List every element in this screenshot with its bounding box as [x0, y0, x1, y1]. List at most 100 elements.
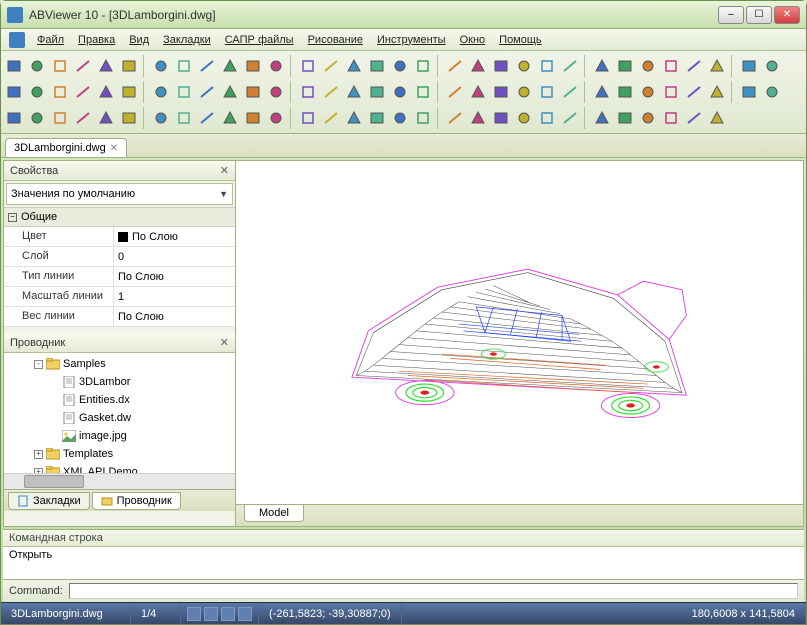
- toolbar-button[interactable]: [297, 107, 319, 129]
- toolbar-button[interactable]: [320, 55, 342, 77]
- close-button[interactable]: ✕: [774, 6, 800, 24]
- toolbar-button[interactable]: [150, 107, 172, 129]
- toolbar-button[interactable]: [660, 55, 682, 77]
- toolbar-button[interactable]: [559, 55, 581, 77]
- toolbar-button[interactable]: [3, 81, 25, 103]
- toolbar-button[interactable]: [72, 81, 94, 103]
- menu-cad-files[interactable]: САПР файлы: [219, 32, 300, 48]
- toolbar-button[interactable]: [242, 107, 264, 129]
- explorer-tree[interactable]: -Samples3DLamborEntities.dxGasket.dwimag…: [4, 353, 235, 473]
- toolbar-button[interactable]: [196, 107, 218, 129]
- titlebar[interactable]: ABViewer 10 - [3DLamborgini.dwg] – ☐ ✕: [1, 1, 806, 29]
- expand-icon[interactable]: -: [34, 360, 43, 369]
- grid-icon[interactable]: [204, 607, 218, 621]
- scrollbar-thumb[interactable]: [24, 475, 84, 488]
- toolbar-button[interactable]: [706, 55, 728, 77]
- document-tab-close-icon[interactable]: ✕: [110, 143, 118, 154]
- toolbar-button[interactable]: [343, 55, 365, 77]
- toolbar-button[interactable]: [559, 81, 581, 103]
- property-value[interactable]: 0: [114, 247, 235, 266]
- toolbar-button[interactable]: [49, 81, 71, 103]
- properties-filter-combo[interactable]: Значения по умолчанию ▼: [6, 183, 233, 205]
- toolbar-button[interactable]: [738, 81, 760, 103]
- toolbar-button[interactable]: [706, 107, 728, 129]
- property-row[interactable]: Вес линииПо Слою: [4, 307, 235, 327]
- toolbar-button[interactable]: [490, 55, 512, 77]
- toolbar-button[interactable]: [536, 81, 558, 103]
- toolbar-button[interactable]: [173, 81, 195, 103]
- property-row[interactable]: Тип линииПо Слою: [4, 267, 235, 287]
- maximize-button[interactable]: ☐: [746, 6, 772, 24]
- toolbar-button[interactable]: [297, 81, 319, 103]
- toolbar-button[interactable]: [196, 55, 218, 77]
- document-tab[interactable]: 3DLamborgini.dwg ✕: [5, 138, 127, 157]
- tree-node[interactable]: 3DLambor: [4, 373, 235, 391]
- menu-window[interactable]: Окно: [454, 32, 492, 48]
- toolbar-button[interactable]: [366, 107, 388, 129]
- toolbar-button[interactable]: [265, 55, 287, 77]
- toolbar-button[interactable]: [196, 81, 218, 103]
- toolbar-button[interactable]: [242, 55, 264, 77]
- snap-icon[interactable]: [187, 607, 201, 621]
- expand-icon[interactable]: +: [34, 450, 43, 459]
- property-value[interactable]: 1: [114, 287, 235, 306]
- toolbar-button[interactable]: [95, 107, 117, 129]
- toolbar-button[interactable]: [412, 107, 434, 129]
- toolbar-button[interactable]: [366, 55, 388, 77]
- toolbar-button[interactable]: [536, 107, 558, 129]
- ortho-icon[interactable]: [221, 607, 235, 621]
- toolbar-button[interactable]: [637, 55, 659, 77]
- toolbar-button[interactable]: [614, 55, 636, 77]
- toolbar-button[interactable]: [490, 81, 512, 103]
- toolbar-button[interactable]: [343, 81, 365, 103]
- toolbar-button[interactable]: [72, 55, 94, 77]
- tree-node[interactable]: -Samples: [4, 355, 235, 373]
- tree-node[interactable]: +Templates: [4, 445, 235, 463]
- properties-close-icon[interactable]: ✕: [220, 164, 229, 177]
- toolbar-button[interactable]: [444, 55, 466, 77]
- toolbar-button[interactable]: [683, 55, 705, 77]
- menu-tools[interactable]: Инструменты: [371, 32, 452, 48]
- property-value[interactable]: По Слою: [114, 227, 235, 246]
- toolbar-button[interactable]: [219, 107, 241, 129]
- toolbar-button[interactable]: [219, 81, 241, 103]
- toolbar-button[interactable]: [3, 107, 25, 129]
- toolbar-button[interactable]: [173, 55, 195, 77]
- toolbar-button[interactable]: [320, 107, 342, 129]
- toolbar-button[interactable]: [513, 81, 535, 103]
- menu-drawing[interactable]: Рисование: [302, 32, 369, 48]
- toolbar-button[interactable]: [150, 81, 172, 103]
- toolbar-button[interactable]: [591, 55, 613, 77]
- toolbar-button[interactable]: [467, 81, 489, 103]
- menu-view[interactable]: Вид: [123, 32, 155, 48]
- toolbar-button[interactable]: [265, 107, 287, 129]
- toolbar-button[interactable]: [761, 55, 783, 77]
- toolbar-button[interactable]: [513, 55, 535, 77]
- menu-bookmarks[interactable]: Закладки: [157, 32, 217, 48]
- toolbar-button[interactable]: [444, 107, 466, 129]
- toolbar-button[interactable]: [320, 81, 342, 103]
- toolbar-button[interactable]: [490, 107, 512, 129]
- properties-category[interactable]: − Общие: [4, 208, 235, 227]
- toolbar-button[interactable]: [49, 107, 71, 129]
- command-input[interactable]: [69, 583, 798, 599]
- menu-edit[interactable]: Правка: [72, 32, 121, 48]
- menu-help[interactable]: Помощь: [493, 32, 548, 48]
- toolbar-button[interactable]: [118, 107, 140, 129]
- toolbar-button[interactable]: [637, 107, 659, 129]
- toolbar-button[interactable]: [559, 107, 581, 129]
- collapse-icon[interactable]: −: [8, 213, 17, 222]
- toolbar-button[interactable]: [173, 107, 195, 129]
- toolbar-button[interactable]: [513, 107, 535, 129]
- toolbar-button[interactable]: [536, 55, 558, 77]
- toolbar-button[interactable]: [738, 55, 760, 77]
- toolbar-button[interactable]: [26, 55, 48, 77]
- toolbar-button[interactable]: [637, 81, 659, 103]
- toolbar-button[interactable]: [614, 107, 636, 129]
- tree-node[interactable]: Gasket.dw: [4, 409, 235, 427]
- tab-explorer[interactable]: Проводник: [92, 492, 181, 510]
- toolbar-button[interactable]: [265, 81, 287, 103]
- model-tab[interactable]: Model: [244, 505, 304, 522]
- tab-bookmarks[interactable]: Закладки: [8, 492, 90, 510]
- toolbar-button[interactable]: [26, 81, 48, 103]
